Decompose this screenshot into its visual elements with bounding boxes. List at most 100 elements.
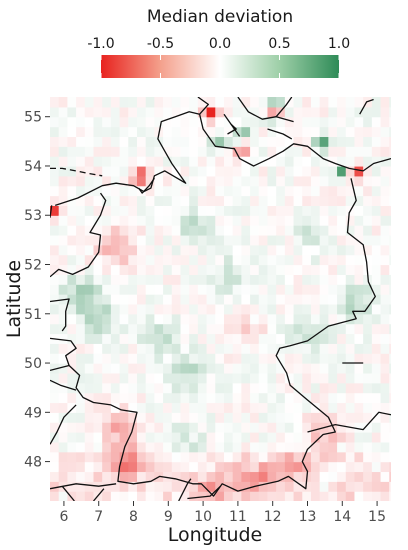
- x-tick-label: 11: [229, 509, 247, 525]
- heatmap-cell: [110, 392, 121, 404]
- heatmap-cell: [180, 432, 190, 443]
- heatmap-cell: [276, 323, 286, 335]
- heatmap-cell: [380, 471, 390, 482]
- heatmap-cell: [206, 451, 216, 463]
- heatmap-cell: [197, 363, 208, 374]
- legend-title: Median deviation: [147, 7, 293, 27]
- heatmap-cell: [189, 264, 199, 275]
- heatmap-cell: [223, 205, 234, 216]
- heatmap-cell: [67, 156, 77, 167]
- heatmap-cell: [258, 333, 269, 344]
- heatmap-cell: [293, 491, 303, 501]
- heatmap-cell: [189, 481, 199, 492]
- heatmap-cell: [171, 185, 182, 197]
- heatmap-cell: [337, 441, 347, 453]
- heatmap-cell: [136, 471, 147, 482]
- heatmap-cell: [389, 313, 391, 325]
- heatmap-cell: [363, 254, 373, 266]
- heatmap-cell: [206, 303, 216, 315]
- heatmap-cell: [241, 441, 251, 453]
- heatmap-cell: [284, 422, 295, 433]
- heatmap-cell: [163, 471, 173, 482]
- heatmap-cell: [293, 353, 303, 364]
- heatmap-cell: [258, 402, 269, 413]
- heatmap-cell: [363, 126, 373, 138]
- heatmap-cell: [163, 225, 173, 236]
- heatmap-cell: [76, 215, 86, 226]
- heatmap-cell: [189, 215, 199, 226]
- heatmap-cell: [345, 353, 356, 364]
- heatmap-cell: [337, 116, 347, 128]
- heatmap-cell: [84, 136, 95, 147]
- heatmap-cell: [389, 333, 391, 344]
- heatmap-cell: [119, 126, 129, 138]
- heatmap-cell: [180, 491, 190, 501]
- heatmap-cell: [345, 432, 356, 443]
- heatmap-cell: [302, 402, 312, 413]
- heatmap-cell: [189, 254, 199, 266]
- heatmap-cell: [171, 481, 182, 492]
- heatmap-cell: [197, 254, 208, 266]
- heatmap-cell: [154, 165, 164, 177]
- heatmap-cell: [302, 126, 312, 138]
- heatmap-cell: [284, 185, 295, 197]
- heatmap-cell: [119, 422, 129, 433]
- heatmap-cell: [189, 244, 199, 256]
- x-tick-label: 8: [129, 509, 138, 525]
- heatmap-cell: [145, 432, 155, 443]
- heatmap-cell: [319, 274, 329, 285]
- heatmap-cell: [267, 126, 277, 138]
- heatmap-cell: [241, 343, 251, 354]
- heatmap-cell: [145, 363, 155, 374]
- heatmap-cell: [67, 165, 77, 177]
- heatmap-cell: [354, 185, 364, 197]
- heatmap-cell: [267, 156, 277, 167]
- heatmap-cell: [328, 225, 338, 236]
- heatmap-cell: [110, 274, 121, 285]
- heatmap-cell: [380, 372, 390, 384]
- heatmap-cell: [232, 412, 242, 423]
- border-line: [50, 205, 53, 218]
- heatmap-cell: [223, 451, 234, 463]
- heatmap-cell: [50, 215, 60, 226]
- heatmap-cell: [58, 491, 68, 501]
- heatmap-cell: [180, 402, 190, 413]
- heatmap-cell: [267, 254, 277, 266]
- legend-tick-label: -1.0: [87, 36, 114, 52]
- heatmap-cell: [50, 323, 60, 335]
- heatmap-cell: [345, 146, 356, 157]
- heatmap-cell: [267, 97, 277, 108]
- heatmap-cell: [267, 205, 277, 216]
- heatmap-cell: [110, 106, 121, 118]
- heatmap-cell: [215, 185, 225, 197]
- heatmap-cell: [250, 343, 260, 354]
- heatmap-cell: [310, 136, 321, 147]
- heatmap-cell: [380, 234, 390, 246]
- heatmap-cell: [215, 392, 225, 404]
- heatmap-cell: [197, 274, 208, 285]
- heatmap-cell: [58, 195, 68, 206]
- heatmap-cell: [241, 185, 251, 197]
- heatmap-cell: [171, 136, 182, 147]
- heatmap-cell: [258, 136, 269, 147]
- heatmap-cell: [389, 461, 391, 473]
- heatmap-cell: [206, 392, 216, 404]
- heatmap-cell: [136, 165, 147, 177]
- heatmap-cell: [258, 195, 269, 206]
- heatmap-cell: [128, 165, 138, 177]
- heatmap-cell: [84, 175, 95, 187]
- heatmap-cell: [328, 412, 338, 423]
- heatmap-cell: [241, 126, 251, 138]
- heatmap-cell: [163, 175, 173, 187]
- heatmap-cell: [67, 284, 77, 295]
- heatmap-cell: [154, 294, 164, 305]
- heatmap-cell: [371, 126, 382, 138]
- heatmap-cell: [337, 471, 347, 482]
- y-tick-label: 55: [24, 110, 42, 126]
- heatmap-cell: [67, 481, 77, 492]
- heatmap-cell: [258, 205, 269, 216]
- heatmap-cell: [67, 116, 77, 128]
- heatmap-cell: [215, 343, 225, 354]
- border-line: [187, 485, 221, 500]
- heatmap-cell: [110, 313, 121, 325]
